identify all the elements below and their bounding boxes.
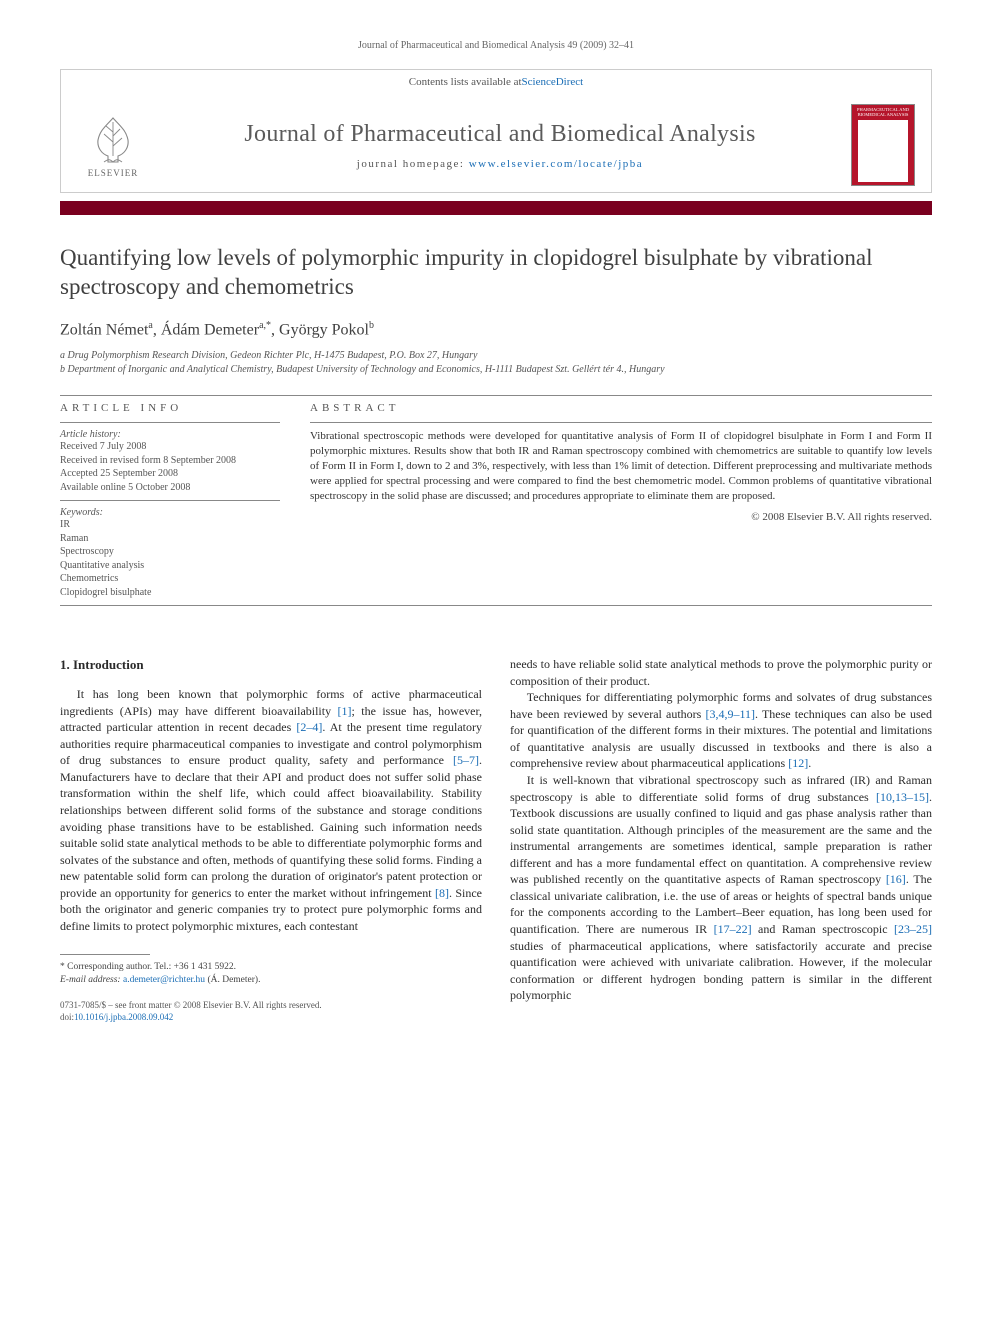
affiliation-b: b Department of Inorganic and Analytical…	[60, 363, 932, 377]
col2-para-cont: needs to have reliable solid state analy…	[510, 656, 932, 689]
article-title: Quantifying low levels of polymorphic im…	[60, 243, 932, 302]
doi-line: doi:10.1016/j.jpba.2008.09.042	[60, 1011, 482, 1023]
history-label: Article history:	[60, 429, 280, 440]
journal-banner: Contents lists available at ScienceDirec…	[60, 69, 932, 193]
journal-homepage: journal homepage: www.elsevier.com/locat…	[149, 158, 851, 170]
page-footer: 0731-7085/$ – see front matter © 2008 El…	[60, 999, 482, 1023]
affiliations: a Drug Polymorphism Research Division, G…	[60, 349, 932, 377]
cover-label: PHARMACEUTICAL AND BIOMEDICAL ANALYSIS	[855, 108, 911, 118]
ref-10-13-15[interactable]: [10,13–15]	[876, 790, 929, 804]
sciencedirect-link[interactable]: ScienceDirect	[522, 76, 584, 88]
history-accepted: Accepted 25 September 2008	[60, 467, 280, 481]
authors-line: Zoltán Németa, Ádám Demetera,*, György P…	[60, 320, 932, 339]
email-name: (Á. Demeter).	[205, 975, 260, 985]
color-bar	[60, 201, 932, 215]
running-header: Journal of Pharmaceutical and Biomedical…	[60, 40, 932, 51]
cover-image-placeholder	[858, 120, 908, 182]
abstract-rule	[310, 422, 932, 423]
rule-bottom	[60, 605, 932, 606]
corr-email-line: E-mail address: a.demeter@richter.hu (Á.…	[60, 974, 482, 987]
article-info-col: ARTICLE INFO Article history: Received 7…	[60, 402, 280, 599]
email-label: E-mail address:	[60, 975, 123, 985]
keyword-4: Chemometrics	[60, 572, 280, 586]
rule-top	[60, 395, 932, 396]
homepage-link[interactable]: www.elsevier.com/locate/jpba	[469, 158, 643, 170]
info-rule-1	[60, 422, 280, 423]
footnote-rule	[60, 954, 150, 955]
doi-link[interactable]: 10.1016/j.jpba.2008.09.042	[74, 1012, 173, 1022]
history-revised: Received in revised form 8 September 200…	[60, 454, 280, 468]
history-online: Available online 5 October 2008	[60, 481, 280, 495]
keywords-label: Keywords:	[60, 507, 280, 518]
col2-para-3: It is well-known that vibrational spectr…	[510, 772, 932, 1004]
intro-para-1: It has long been known that polymorphic …	[60, 686, 482, 934]
body-columns: 1. Introduction It has long been known t…	[60, 656, 932, 1023]
email-link[interactable]: a.demeter@richter.hu	[123, 975, 205, 985]
elsevier-logo: ELSEVIER	[77, 105, 149, 185]
front-matter-line: 0731-7085/$ – see front matter © 2008 El…	[60, 999, 482, 1011]
keyword-0: IR	[60, 518, 280, 532]
keyword-3: Quantitative analysis	[60, 559, 280, 573]
contents-label: Contents lists available at	[409, 76, 522, 88]
elsevier-tree-icon	[86, 112, 140, 166]
history-received: Received 7 July 2008	[60, 440, 280, 454]
elsevier-label: ELSEVIER	[88, 168, 139, 178]
keyword-2: Spectroscopy	[60, 545, 280, 559]
abstract-col: ABSTRACT Vibrational spectroscopic metho…	[310, 402, 932, 599]
homepage-label: journal homepage:	[357, 158, 469, 170]
ref-3-4-9-11[interactable]: [3,4,9–11]	[705, 707, 755, 721]
ref-8[interactable]: [8]	[435, 886, 449, 900]
journal-title-block: Journal of Pharmaceutical and Biomedical…	[149, 121, 851, 170]
banner-main-row: ELSEVIER Journal of Pharmaceutical and B…	[61, 94, 931, 192]
keyword-1: Raman	[60, 532, 280, 546]
ref-23-25[interactable]: [23–25]	[894, 922, 932, 936]
corr-author-line: * Corresponding author. Tel.: +36 1 431 …	[60, 961, 482, 974]
journal-name: Journal of Pharmaceutical and Biomedical…	[149, 121, 851, 148]
article-info-heading: ARTICLE INFO	[60, 402, 280, 414]
banner-top-row: Contents lists available at ScienceDirec…	[61, 70, 931, 94]
keyword-5: Clopidogrel bisulphate	[60, 586, 280, 600]
abstract-text: Vibrational spectroscopic methods were d…	[310, 429, 932, 503]
abstract-heading: ABSTRACT	[310, 402, 932, 414]
meta-row: ARTICLE INFO Article history: Received 7…	[60, 402, 932, 599]
abstract-copyright: © 2008 Elsevier B.V. All rights reserved…	[310, 511, 932, 523]
ref-12[interactable]: [12]	[788, 756, 808, 770]
ref-17-22[interactable]: [17–22]	[714, 922, 752, 936]
ref-1[interactable]: [1]	[338, 704, 352, 718]
info-rule-2	[60, 500, 280, 501]
affiliation-a: a Drug Polymorphism Research Division, G…	[60, 349, 932, 363]
ref-16[interactable]: [16]	[886, 872, 906, 886]
ref-5-7[interactable]: [5–7]	[453, 753, 479, 767]
body-col-left: 1. Introduction It has long been known t…	[60, 656, 482, 1023]
section-1-heading: 1. Introduction	[60, 656, 482, 674]
corresponding-footnote: * Corresponding author. Tel.: +36 1 431 …	[60, 961, 482, 987]
body-col-right: needs to have reliable solid state analy…	[510, 656, 932, 1023]
ref-2-4[interactable]: [2–4]	[296, 720, 322, 734]
col2-para-2: Techniques for differentiating polymorph…	[510, 689, 932, 772]
journal-cover-thumb: PHARMACEUTICAL AND BIOMEDICAL ANALYSIS	[851, 104, 915, 186]
